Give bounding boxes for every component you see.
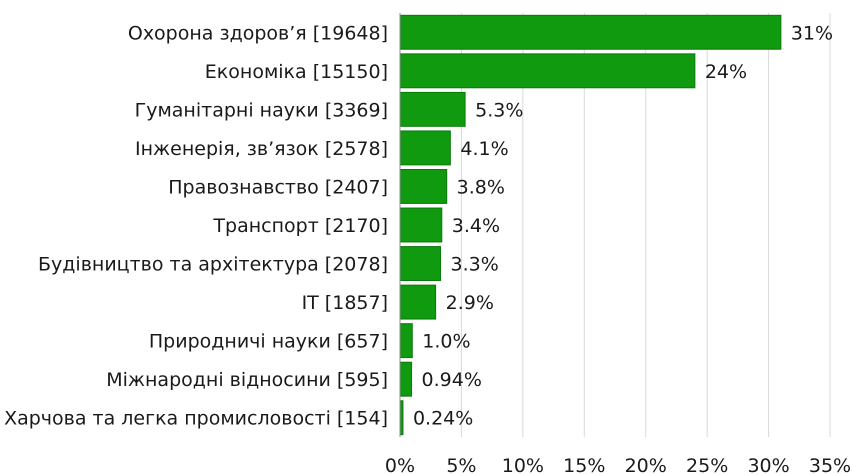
bar <box>399 323 413 359</box>
bar <box>399 53 696 89</box>
category-label: Природничі науки [657] <box>149 331 388 353</box>
category-label: IT [1857] <box>302 292 388 314</box>
x-tick-label: 25% <box>686 455 728 475</box>
category-label: Гуманітарні науки [3369] <box>135 99 388 121</box>
bar <box>399 91 466 127</box>
x-tick-label: 5% <box>446 455 476 475</box>
category-label: Правознавство [2407] <box>168 176 388 198</box>
value-label: 0.24% <box>413 408 473 430</box>
category-label: Міжнародні відносини [595] <box>106 369 388 391</box>
value-label: 3.3% <box>451 254 499 276</box>
value-label: 4.1% <box>460 138 508 160</box>
bar <box>399 246 442 282</box>
x-tick-label: 35% <box>809 455 851 475</box>
bar <box>399 168 448 204</box>
value-label: 24% <box>705 61 747 83</box>
bar <box>399 207 443 243</box>
bar <box>399 361 413 397</box>
x-tick-label: 0% <box>385 455 415 475</box>
category-label: Транспорт [2170] <box>212 215 388 237</box>
bar <box>399 130 451 166</box>
bars <box>399 14 782 436</box>
category-label: Будівництво та архітектура [2078] <box>38 254 388 276</box>
value-label: 3.8% <box>457 176 505 198</box>
category-label: Економіка [15150] <box>205 61 388 83</box>
bar <box>399 284 437 320</box>
x-tick-label: 10% <box>502 455 544 475</box>
value-label: 31% <box>791 22 833 44</box>
x-tick-labels: 0% 5% 10% 15% 20% 25% 30% 35% <box>385 455 851 475</box>
x-tick-label: 20% <box>625 455 667 475</box>
category-label: Охорона здоров’я [19648] <box>128 22 388 44</box>
category-label: Харчова та легка промисловості [154] <box>4 408 388 430</box>
value-label: 2.9% <box>446 292 494 314</box>
bar <box>399 14 782 50</box>
category-label: Інженерія, зв’язок [2578] <box>135 138 388 160</box>
x-tick-label: 15% <box>563 455 605 475</box>
value-label: 3.4% <box>452 215 500 237</box>
value-label: 0.94% <box>422 369 482 391</box>
value-labels: 31% 24% 5.3% 4.1% 3.8% 3.4% 3.3% 2.9% 1.0% 0.94% 0… <box>413 22 833 429</box>
value-label: 5.3% <box>475 99 523 121</box>
x-tick-label: 30% <box>747 455 789 475</box>
value-label: 1.0% <box>422 331 470 353</box>
category-labels: Охорона здоров’я [19648] Економіка [15150… <box>4 22 388 429</box>
